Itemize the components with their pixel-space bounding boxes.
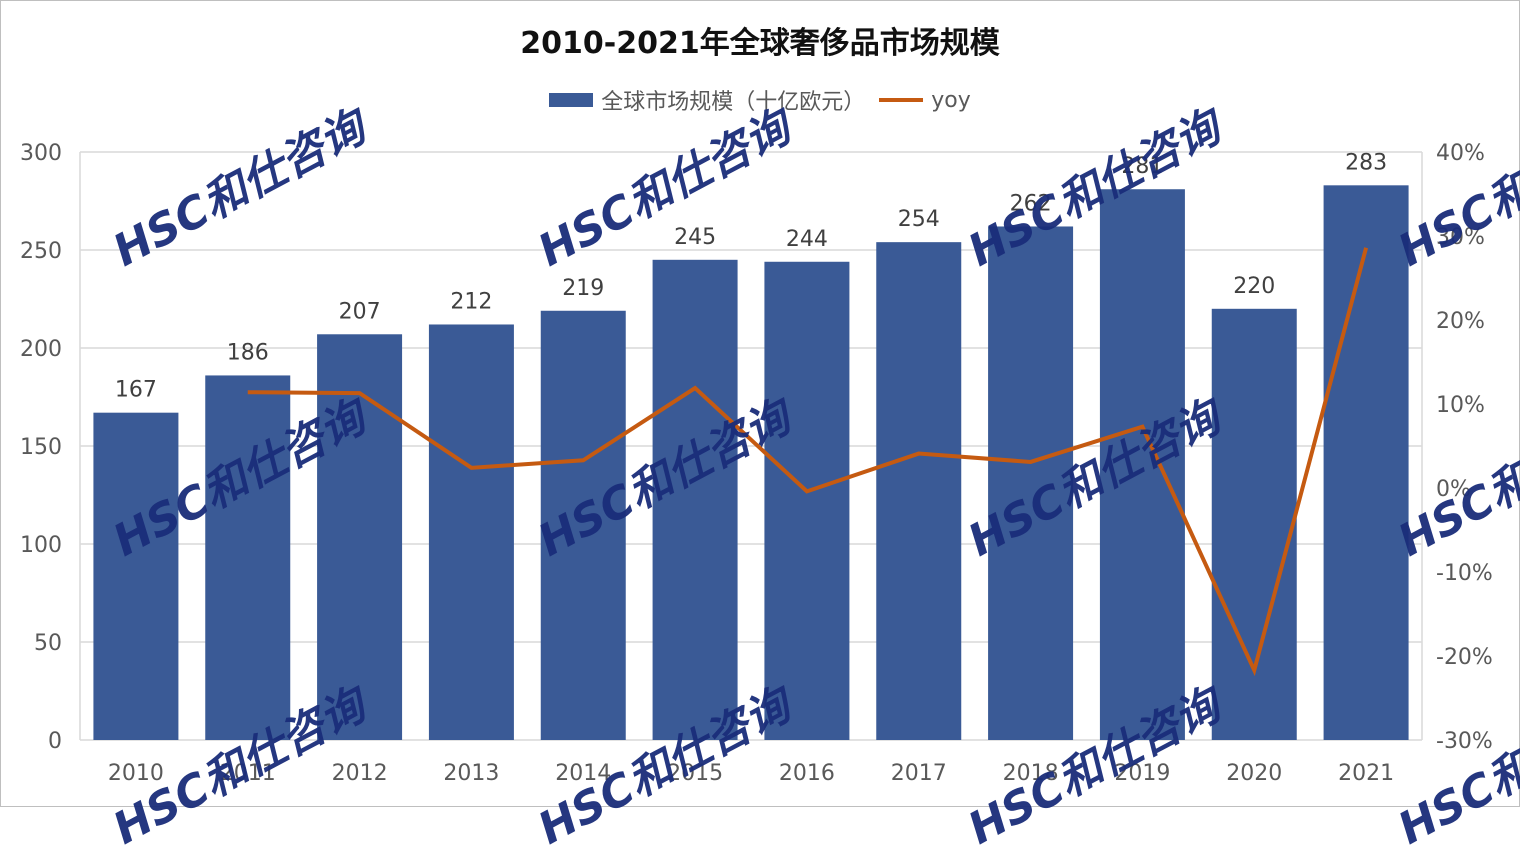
y-right-tick-label: 20% [1436, 309, 1485, 334]
x-tick-label: 2012 [332, 761, 388, 786]
chart-title: 2010-2021年全球奢侈品市场规模 [520, 26, 1000, 61]
x-tick-label: 2017 [891, 761, 947, 786]
x-tick-label: 2011 [220, 761, 276, 786]
y-right-tick-label: 10% [1436, 393, 1485, 418]
bar [540, 310, 626, 740]
bar [988, 226, 1074, 741]
bar [428, 324, 514, 740]
y-right-tick-label: 0% [1436, 477, 1471, 502]
y-left-tick-label: 300 [20, 141, 62, 166]
y-right-tick-label: -10% [1436, 561, 1493, 586]
bar [205, 375, 291, 740]
x-tick-label: 2018 [1003, 761, 1059, 786]
y-left-tick-label: 150 [20, 435, 62, 460]
legend-item-bar: 全球市场规模（十亿欧元） [549, 84, 865, 116]
bar-data-label: 245 [674, 225, 716, 250]
x-tick-label: 2019 [1114, 761, 1170, 786]
y-left-tick-label: 200 [20, 337, 62, 362]
x-tick-label: 2014 [555, 761, 611, 786]
bar-data-label: 283 [1345, 150, 1387, 175]
bar-data-label: 281 [1121, 154, 1163, 179]
y-left-tick-label: 250 [20, 239, 62, 264]
bar-data-label: 254 [898, 207, 940, 232]
x-tick-label: 2021 [1338, 761, 1394, 786]
y-right-tick-label: 30% [1436, 225, 1485, 250]
legend-line-swatch [879, 98, 924, 102]
legend-line-label: yoy [931, 87, 971, 113]
y-right-tick-label: -30% [1436, 729, 1493, 754]
y-left-tick-label: 100 [20, 533, 62, 558]
bar-data-label: 244 [786, 227, 828, 252]
bar-data-label: 186 [227, 340, 269, 365]
y-right-tick-label: -20% [1436, 645, 1493, 670]
legend: 全球市场规模（十亿欧元） yoy [0, 84, 1520, 116]
legend-bar-swatch [549, 93, 594, 107]
bar-data-label: 167 [115, 378, 157, 403]
bar-data-label: 262 [1010, 191, 1052, 216]
legend-bar-label: 全球市场规模（十亿欧元） [601, 90, 866, 115]
yoy-line [247, 247, 1369, 677]
bar [1099, 189, 1185, 741]
bar [317, 334, 403, 740]
bar [93, 412, 179, 740]
bar [1323, 185, 1409, 740]
x-tick-label: 2020 [1226, 761, 1282, 786]
x-tick-label: 2013 [443, 761, 499, 786]
x-tick-label: 2015 [667, 761, 723, 786]
y-left-tick-label: 50 [34, 631, 62, 656]
bar-data-label: 219 [562, 276, 604, 301]
bar [652, 259, 738, 740]
bar-data-label: 220 [1233, 274, 1275, 299]
x-tick-label: 2016 [779, 761, 835, 786]
bar-data-label: 207 [339, 299, 381, 324]
legend-item-line: yoy [879, 88, 971, 113]
bar [876, 242, 962, 740]
x-tick-label: 2010 [108, 761, 164, 786]
y-right-tick-label: 40% [1436, 141, 1485, 166]
bar [764, 261, 850, 740]
y-left-tick-label: 0 [48, 729, 62, 754]
bar [1211, 308, 1297, 740]
chart-plot: 0 50 100 150 200 250 300 -30% -20% -10% 0% 10% 20% 30… [20, 141, 1493, 786]
bar-data-label: 212 [450, 289, 492, 314]
